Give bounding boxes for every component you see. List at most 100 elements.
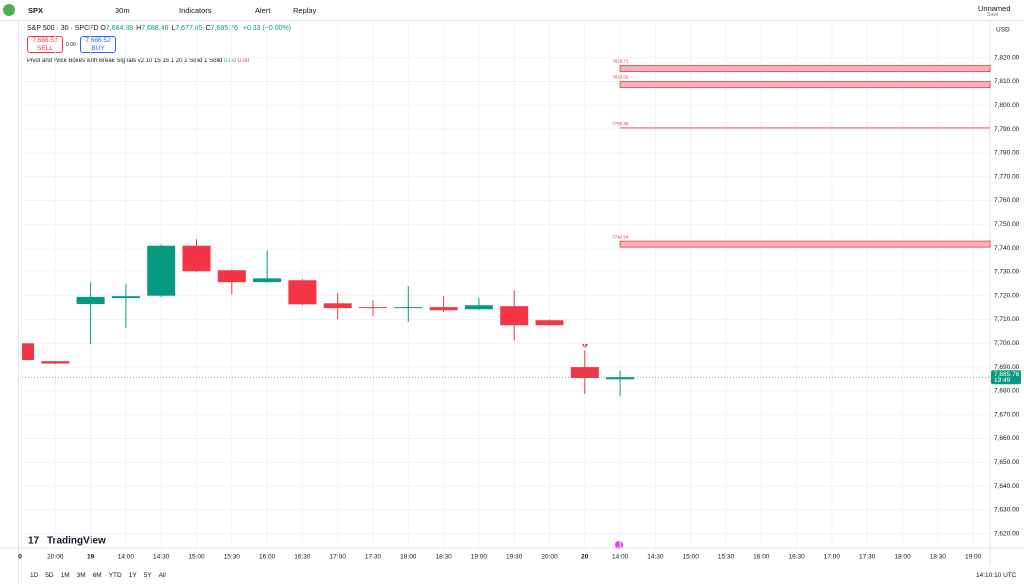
y-tick-label: 7,670.00 [994,411,1020,418]
x-tick-label: 20:00 [47,554,64,561]
x-tick-label: 15:00 [188,554,205,561]
legend-ohlc: O7,684.88 H7,688.46 L7,677.85 C7,685.76 [100,25,240,32]
avatar[interactable] [3,4,15,16]
y-tick-label: 7,780.00 [994,150,1020,157]
legend-key: C [205,25,211,32]
sell-button[interactable]: 7,686.52 SELL [27,36,63,53]
x-tick-label: 14:30 [647,554,664,561]
range-button[interactable]: 1D [30,572,39,579]
legend-value: 7,684.88 [105,25,134,32]
replay-button[interactable]: Replay [293,6,317,15]
range-button[interactable]: 5D [45,572,54,579]
candle-body [217,270,246,283]
buy-label: BUY [91,45,105,52]
y-tick-label: 7,640.00 [994,483,1020,490]
x-tick-label: 17:30 [859,554,876,561]
candle-body [111,296,140,299]
range-button[interactable]: YTD [108,572,122,579]
x-tick-label: 17:30 [365,554,382,561]
pivot-label: 7816.71 [612,59,629,64]
indicator-name: Pivot and Wick Boxes with Break Signals … [27,58,223,64]
brand-logo: 17 [28,536,40,547]
y-tick-label: 7,660.00 [994,435,1020,442]
candle-body [288,280,317,305]
left-toolbar [0,21,19,584]
x-tick-label: 14:00 [612,554,629,561]
x-tick-label: 14:30 [153,554,170,561]
x-tick-label: 18:00 [400,554,417,561]
y-tick-label: 7,810.00 [994,78,1020,85]
y-tick-label: 7,760.00 [994,197,1020,204]
indicators-button[interactable]: Indicators [179,6,212,15]
layout-name[interactable]: Unnamed [978,4,1011,13]
sell-price: 7,686.52 [32,37,58,44]
range-button[interactable]: 1M [60,572,70,579]
interval[interactable]: 30m [115,6,130,15]
y-tick-label: 7,820.00 [994,54,1020,61]
x-tick-label: 18:00 [894,554,911,561]
buy-button[interactable]: 7,686.52 BUY [80,36,116,53]
event-icon [615,541,623,549]
candle-body [182,245,211,272]
x-tick-label: 17:00 [824,554,841,561]
x-tick-label: 16:30 [294,554,311,561]
last-price-time: 19:49 [994,377,1011,384]
y-tick-label: 7,650.00 [994,459,1020,466]
x-tick-label: 18:30 [930,554,947,561]
x-tick-label: 20:00 [541,554,558,561]
y-tick-label: 7,750.00 [994,221,1020,228]
legend-key: O [100,25,106,32]
alert-button[interactable]: Alert [255,6,271,15]
x-tick-label: 16:30 [788,554,805,561]
y-tick-label: 7,730.00 [994,269,1020,276]
y-tick-label: 7,700.00 [994,340,1020,347]
candle-body [147,245,176,296]
x-tick-label: 18:30 [435,554,452,561]
legend-key: L [171,25,176,32]
y-tick-label: 7,680.00 [994,388,1020,395]
x-tick-label: 19:00 [965,554,982,561]
candle-body [570,367,599,378]
y-tick-label: 7,630.00 [994,507,1020,514]
legend-key: H [136,25,142,32]
range-bar: 1D 5D 1M 3M 6M YTD 1Y 5Y All [30,572,173,579]
x-tick-label: 20 [581,554,589,561]
x-tick-label: 19:30 [506,554,523,561]
x-tick-label: 19:00 [471,554,488,561]
candle-body [429,307,458,311]
legend-value: 7,688.46 [141,25,169,32]
range-button[interactable]: 5Y [143,572,152,579]
pivot-label: 7742.94 [612,234,629,239]
candle-body [535,320,564,326]
buy-price: 7,686.52 [85,37,111,44]
x-tick-label: 15:30 [718,554,735,561]
x-tick-label: 16:00 [753,554,770,561]
symbol[interactable]: SPX [28,6,44,15]
candles [22,239,635,397]
range-button[interactable]: All [158,572,166,579]
candle-body [394,307,423,309]
candle-body [22,343,34,360]
spread: 0.00 [66,42,76,48]
candle-body [323,303,352,309]
candle-body [464,305,493,310]
candle-body [76,296,105,305]
currency: USD [996,27,1010,34]
range-button[interactable]: 1Y [128,572,137,579]
range-button[interactable]: 6M [92,572,102,579]
legend-value: 7,685.76 [210,25,238,32]
brand: TradingView [47,536,106,547]
x-tick-label: 15:00 [683,554,700,561]
x-tick-label: 0 [18,554,22,561]
pivot-box [619,81,991,88]
pivot-label: 7790.49 [612,121,629,126]
pivot-box [619,240,991,248]
last-price-tag [991,370,1021,385]
candle-body [359,307,387,309]
range-button[interactable]: 3M [76,572,86,579]
candle-body [41,361,70,364]
y-tick-label: 7,740.00 [994,245,1020,252]
y-tick-label: 7,790.00 [994,126,1020,133]
